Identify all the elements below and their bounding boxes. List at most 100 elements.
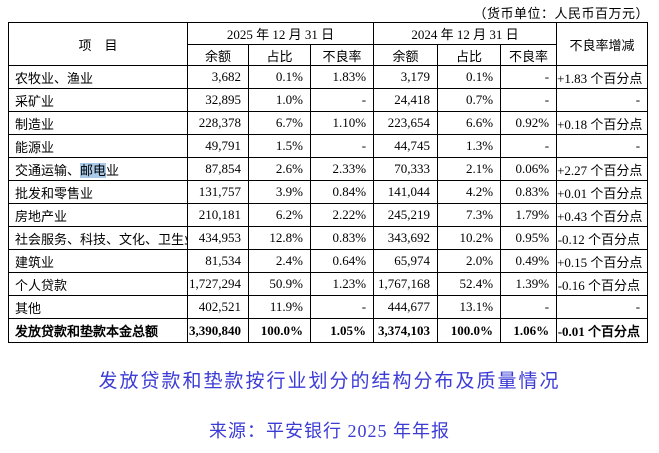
item-text: 制造业 <box>15 116 55 132</box>
value-cell: +0.43 个百分点 <box>556 203 649 227</box>
value-cell: 50.9% <box>248 272 311 296</box>
value-cell: 2.0% <box>437 249 502 273</box>
value-cell: - <box>500 65 558 89</box>
value-cell: 4.2% <box>437 180 502 204</box>
item-cell: 交通运输、邮电业 <box>8 157 188 181</box>
value-cell: 0.06% <box>500 157 558 181</box>
value-cell: -0.16 个百分点 <box>556 272 649 296</box>
item-text: 个人贷款 <box>15 277 68 293</box>
value-cell: +0.18 个百分点 <box>556 111 649 135</box>
value-cell: - <box>556 88 649 112</box>
value-cell: 70,333 <box>373 157 439 181</box>
value-cell: 7.3% <box>437 203 502 227</box>
value-cell: 1.10% <box>309 111 375 135</box>
value-cell: 2.6% <box>248 157 311 181</box>
value-cell: - <box>500 88 558 112</box>
value-cell: -0.12 个百分点 <box>556 226 649 250</box>
item-text: 能源业 <box>15 139 55 155</box>
item-text: 房地产业 <box>15 208 68 224</box>
table-row: 建筑业 81,534 2.4% 0.64% 65,974 2.0% 0.49% +0.15 … <box>8 249 649 273</box>
value-cell: 3,682 <box>187 65 249 89</box>
value-cell: 141,044 <box>373 180 439 204</box>
value-cell: 2.33% <box>309 157 375 181</box>
value-cell: 0.83% <box>309 226 375 250</box>
table-row: 批发和零售业 131,757 3.9% 0.84% 141,044 4.2% 0.83% +… <box>8 180 649 204</box>
value-cell: - <box>500 134 558 158</box>
value-cell: 0.49% <box>500 249 558 273</box>
value-cell: 0.95% <box>500 226 558 250</box>
value-cell: 1.5% <box>248 134 311 158</box>
item-cell: 能源业 <box>8 134 188 158</box>
table-caption-title: 发放贷款和垫款按行业划分的结构分布及质量情况 <box>98 371 561 392</box>
value-cell: 3,390,840 <box>187 318 249 343</box>
value-cell: 0.84% <box>309 180 375 204</box>
item-text: 业 <box>106 162 120 178</box>
item-text: 农牧业、渔业 <box>15 70 94 86</box>
item-cell: 个人贷款 <box>8 272 188 296</box>
value-cell: 6.2% <box>248 203 311 227</box>
item-cell: 社会服务、科技、文化、卫生业 <box>8 226 188 250</box>
header-item: 项 目 <box>8 22 188 66</box>
table-body: 农牧业、渔业 3,682 0.1% 1.83% 3,179 0.1% - +1.83 个百分… <box>8 65 649 343</box>
value-cell: 100.0% <box>248 318 311 343</box>
table-row: 制造业 228,378 6.7% 1.10% 223,654 6.6% 0.92% +0.1… <box>8 111 649 135</box>
value-cell: 32,895 <box>187 88 249 112</box>
highlighted-text: 邮电 <box>80 162 107 178</box>
table-row: 个人贷款 1,727,294 50.9% 1.23% 1,767,168 52.4% 1.… <box>8 272 649 296</box>
table-row: 交通运输、邮电业 87,854 2.6% 2.33% 70,333 2.1% 0.06% +… <box>8 157 649 181</box>
header-group-2024: 2024 年 12 月 31 日 <box>373 22 558 45</box>
value-cell: 65,974 <box>373 249 439 273</box>
value-cell: 1.05% <box>309 318 375 343</box>
header-group-row: 项 目 2025 年 12 月 31 日 2024 年 12 月 31 日 不良… <box>8 22 649 66</box>
value-cell: - <box>309 134 375 158</box>
value-cell: 24,418 <box>373 88 439 112</box>
item-cell: 其他 <box>8 295 188 319</box>
value-cell: 444,677 <box>373 295 439 319</box>
value-cell: 6.6% <box>437 111 502 135</box>
table-row: 采矿业 32,895 1.0% -24,418 0.7% - - <box>8 88 649 112</box>
header-sub-row: 余额 占比 不良率 余额 占比 不良率 <box>9 44 648 66</box>
item-text: 采矿业 <box>15 93 55 109</box>
value-cell: 11.9% <box>248 295 311 319</box>
header-npl-2024: 不良率 <box>500 44 558 66</box>
table-row: 能源业 49,791 1.5% -44,745 1.3% - - <box>8 134 649 158</box>
value-cell: 228,378 <box>187 111 249 135</box>
value-cell: +1.83 个百分点 <box>556 65 649 89</box>
value-cell: 1.79% <box>500 203 558 227</box>
table-row: 其他 402,521 11.9% -444,677 13.1% - - <box>8 295 649 319</box>
value-cell: 13.1% <box>437 295 502 319</box>
table-caption-source: 来源：平安银行 2025 年年报 <box>209 421 450 441</box>
value-cell: 1.23% <box>309 272 375 296</box>
value-cell: 3,179 <box>373 65 439 89</box>
item-cell: 批发和零售业 <box>8 180 188 204</box>
header-group-2025: 2025 年 12 月 31 日 <box>186 22 375 45</box>
item-cell: 采矿业 <box>8 88 188 112</box>
header-balance-2025: 余额 <box>187 44 249 66</box>
value-cell: 100.0% <box>437 318 502 343</box>
header-share-2024: 占比 <box>437 44 502 66</box>
item-text: 批发和零售业 <box>15 185 94 201</box>
item-text: 其他 <box>15 300 42 316</box>
value-cell: 223,654 <box>373 111 439 135</box>
item-cell: 建筑业 <box>8 249 188 273</box>
value-cell: 52.4% <box>437 272 502 296</box>
header-share-2025: 占比 <box>248 44 311 66</box>
item-text: 发放贷款和垫款本金总额 <box>15 324 159 339</box>
header-balance-2024: 余额 <box>373 44 439 66</box>
item-text: 社会服务、科技、文化、卫生业 <box>15 231 188 247</box>
value-cell: 2.22% <box>309 203 375 227</box>
value-cell: 87,854 <box>187 157 249 181</box>
value-cell: 49,791 <box>187 134 249 158</box>
value-cell: 2.1% <box>437 157 502 181</box>
value-cell: 1,767,168 <box>373 272 439 296</box>
value-cell: 0.1% <box>248 65 311 89</box>
table-row: 发放贷款和垫款本金总额 3,390,840 100.0% 1.05% 3,374,10… <box>8 318 649 343</box>
value-cell: +2.27 个百分点 <box>556 157 649 181</box>
value-cell: - <box>309 295 375 319</box>
value-cell: - <box>556 134 649 158</box>
value-cell: 0.83% <box>500 180 558 204</box>
value-cell: 1,727,294 <box>187 272 249 296</box>
value-cell: - <box>309 88 375 112</box>
value-cell: 1.39% <box>500 272 558 296</box>
